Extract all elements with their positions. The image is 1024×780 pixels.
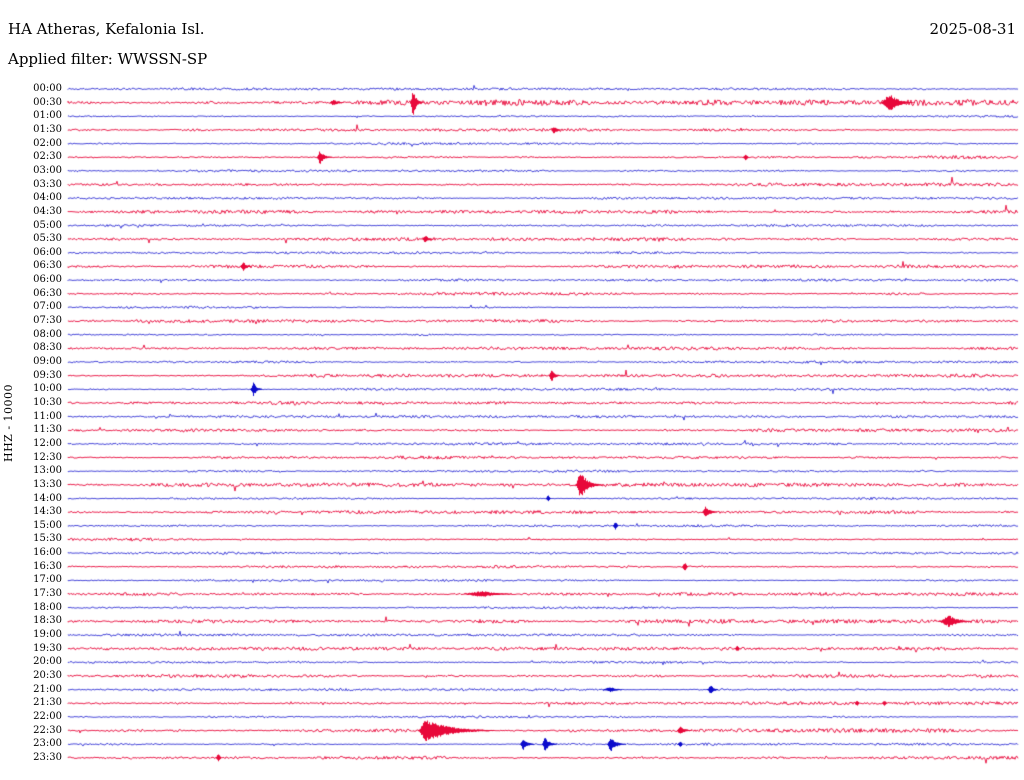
seismogram-canvas — [0, 0, 1024, 780]
